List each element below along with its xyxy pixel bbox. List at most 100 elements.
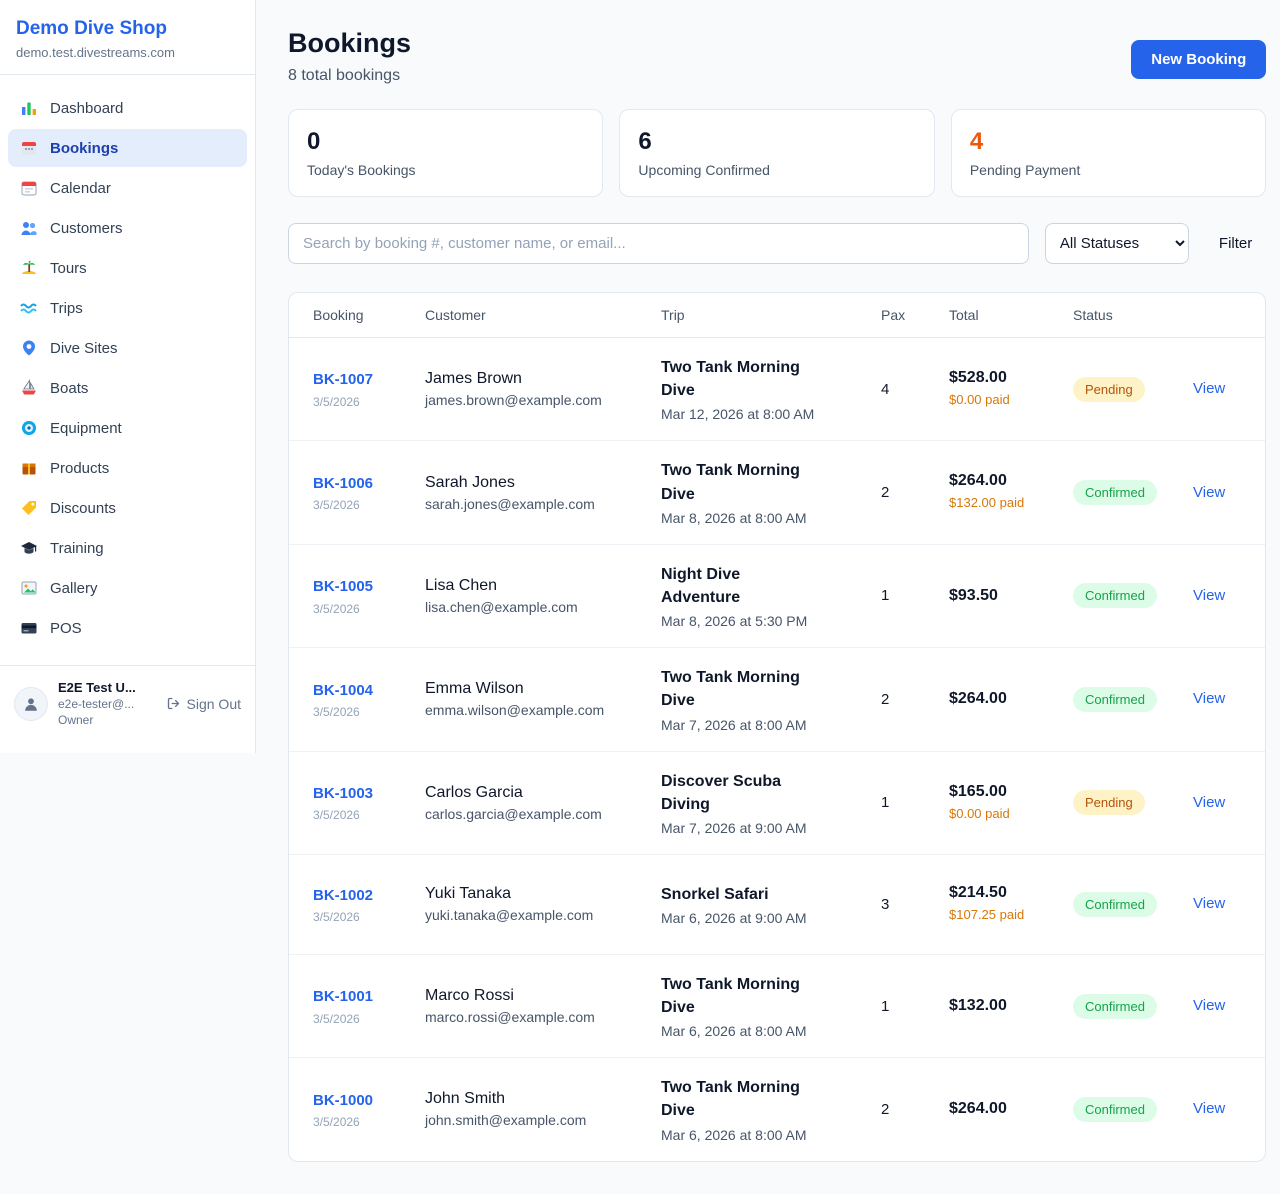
booking-id-link[interactable]: BK-1001 [313, 988, 374, 1006]
booking-id-link[interactable]: BK-1005 [313, 578, 374, 596]
wave-icon [20, 299, 38, 317]
column-header-customer: Customer [425, 307, 486, 323]
sidebar-item-pos[interactable]: POS [8, 609, 247, 647]
sidebar-item-label: Products [50, 459, 110, 477]
customer-name: Sarah Jones [425, 473, 515, 491]
booking-id-link[interactable]: BK-1007 [313, 371, 374, 389]
sidebar-item-equipment[interactable]: Equipment [8, 409, 247, 447]
status-badge: Pending [1073, 790, 1145, 816]
user-role: Owner [58, 713, 94, 727]
status-filter-select[interactable]: All Statuses [1044, 223, 1189, 264]
trip-name: Discover Scuba Diving [661, 772, 782, 813]
column-header-actions [1193, 301, 1241, 329]
trip-time: Mar 7, 2026 at 8:00 AM [661, 716, 807, 733]
customer-name: Yuki Tanaka [425, 885, 511, 903]
search-input[interactable] [288, 223, 1029, 264]
page-subtitle: 8 total bookings [288, 67, 401, 84]
user-meta: E2E Test U... e2e-tester@... Owner [58, 680, 156, 727]
view-link[interactable]: View [1193, 997, 1226, 1015]
booking-id-link[interactable]: BK-1002 [313, 886, 374, 904]
sidebar-item-products[interactable]: Products [8, 449, 247, 487]
sign-out-icon [167, 697, 179, 710]
total-amount: $165.00 [949, 782, 1007, 800]
trip-time: Mar 6, 2026 at 8:00 AM [661, 1023, 807, 1040]
sidebar-item-discounts[interactable]: Discounts [8, 489, 247, 527]
view-link[interactable]: View [1193, 793, 1226, 811]
filter-button[interactable]: Filter [1205, 227, 1266, 260]
booking-date: 3/5/2026 [313, 394, 360, 409]
user-name: E2E Test U... [58, 680, 136, 695]
sidebar-item-label: Bookings [50, 139, 119, 157]
credit-card-icon [20, 619, 38, 637]
total-amount: $264.00 [949, 1100, 1007, 1118]
sidebar-item-dashboard[interactable]: Dashboard [8, 89, 247, 127]
table-row: BK-1007 3/5/2026 James Brown james.brown@e… [289, 338, 1266, 442]
stat-card-upcoming-confirmed: 6 Upcoming Confirmed [619, 109, 935, 197]
table-row: BK-1002 3/5/2026 Yuki Tanaka yuki.tanaka@e… [289, 855, 1266, 955]
pax-count: 3 [881, 895, 890, 913]
dive-mask-icon [20, 419, 38, 437]
table-row: BK-1000 3/5/2026 John Smith john.smith@exa… [289, 1058, 1265, 1160]
view-link[interactable]: View [1193, 380, 1226, 398]
customer-name: John Smith [425, 1090, 506, 1108]
booking-id-link[interactable]: BK-1006 [313, 474, 374, 492]
booking-id-link[interactable]: BK-1003 [313, 784, 374, 802]
view-link[interactable]: View [1193, 690, 1226, 708]
column-header-status: Status [1073, 307, 1113, 323]
trip-name: Night Dive Adventure [661, 565, 741, 606]
customer-email: carlos.garcia@example.com [425, 805, 602, 822]
graduation-cap-icon [20, 539, 38, 557]
stat-label: Today's Bookings [307, 162, 416, 178]
sidebar-item-label: Tours [50, 259, 87, 277]
customer-name: Emma Wilson [425, 680, 524, 698]
boat-icon [20, 379, 38, 397]
sign-out-button[interactable]: Sign Out [166, 696, 241, 712]
customer-email: emma.wilson@example.com [425, 702, 605, 719]
pax-count: 2 [881, 484, 890, 502]
brand: Demo Dive Shop demo.test.divestreams.com [0, 0, 255, 75]
booking-id-link[interactable]: BK-1000 [313, 1091, 374, 1109]
sidebar-item-training[interactable]: Training [8, 529, 247, 567]
sidebar-item-customers[interactable]: Customers [8, 209, 247, 247]
view-link[interactable]: View [1193, 483, 1226, 501]
table-row: BK-1005 3/5/2026 Lisa Chen lisa.chen@examp… [289, 545, 1266, 649]
bar-chart-icon [20, 99, 38, 117]
view-link[interactable]: View [1193, 895, 1226, 913]
trip-name: Two Tank Morning Dive [661, 1079, 800, 1120]
trip-time: Mar 6, 2026 at 9:00 AM [661, 909, 807, 926]
person-icon [25, 697, 37, 711]
table-header-row: Booking Customer Trip Pax Total Status [289, 293, 1266, 338]
page-header: Bookings 8 total bookings New Booking [288, 28, 1267, 85]
view-link[interactable]: View [1193, 586, 1226, 604]
new-booking-button[interactable]: New Booking [1131, 40, 1267, 79]
sidebar-item-label: Dashboard [50, 99, 124, 117]
trip-name: Two Tank Morning Dive [661, 975, 800, 1017]
booking-id-link[interactable]: BK-1004 [313, 681, 374, 699]
sidebar-item-label: Trips [50, 299, 83, 317]
customer-email: yuki.tanaka@example.com [425, 907, 594, 924]
sidebar-item-label: Boats [50, 379, 89, 397]
sidebar-item-calendar[interactable]: Calendar [8, 169, 247, 207]
booking-date: 3/5/2026 [313, 1011, 360, 1026]
sign-out-label: Sign Out [186, 695, 241, 712]
view-link[interactable]: View [1193, 1100, 1226, 1118]
sidebar-item-trips[interactable]: Trips [8, 289, 247, 327]
calendar-icon [20, 179, 38, 197]
sidebar-item-tours[interactable]: Tours [8, 249, 247, 287]
sidebar-item-label: Dive Sites [50, 339, 118, 357]
sidebar-item-bookings[interactable]: Bookings [8, 129, 247, 167]
customer-name: Carlos Garcia [425, 783, 523, 801]
table-row: BK-1003 3/5/2026 Carlos Garcia carlos.garc… [289, 752, 1266, 855]
tag-icon [20, 499, 38, 517]
stat-card-pending-payment: 4 Pending Payment [950, 109, 1267, 197]
booking-date: 3/5/2026 [313, 498, 360, 513]
sidebar-item-label: Training [50, 539, 104, 557]
booking-date: 3/5/2026 [313, 910, 360, 925]
sidebar-item-boats[interactable]: Boats [8, 369, 247, 407]
sidebar-item-gallery[interactable]: Gallery [8, 569, 247, 607]
sidebar-item-dive-sites[interactable]: Dive Sites [8, 329, 247, 367]
paid-amount: $0.00 paid [949, 392, 1010, 408]
package-icon [20, 459, 38, 477]
total-amount: $132.00 [949, 997, 1007, 1015]
